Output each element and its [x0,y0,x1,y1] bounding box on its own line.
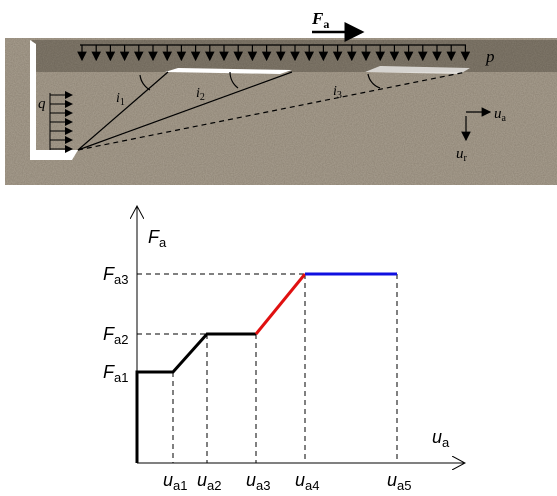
angle-label: i2 [196,86,205,103]
q-label: q [38,96,46,112]
angle-label: i3 [333,84,342,101]
load-label: Fa [311,9,329,31]
slip-lines [77,71,467,151]
gap [165,68,292,74]
x-label: ua1 [163,470,187,493]
p-label: p [485,47,495,66]
gap [365,66,470,74]
ua-label: ua [494,106,507,124]
x-label: ua5 [387,470,411,493]
y-label: Fa2 [103,324,128,347]
x-label: ua3 [246,470,270,493]
load-arrows [77,44,471,62]
x-label: ua4 [295,470,319,493]
angle-arcs [139,71,381,91]
soil-figure: Fa p q i1 i2 i3 ua ur [5,9,557,185]
x-labels: ua1 ua2 ua3 ua4 ua5 [163,470,411,493]
q-arrows [49,91,73,153]
y-label: Fa3 [103,264,128,287]
y-label: Fa1 [103,362,128,385]
curve-red [254,273,307,335]
curve-black [135,332,256,463]
guide-lines [137,273,398,463]
x-axis-label: ua [432,427,450,450]
angle-label: i1 [116,91,125,108]
plot: Fa ua Fa3 Fa2 Fa1 ua1 ua2 ua3 ua4 ua5 [103,206,465,493]
wall-edge [30,40,78,160]
x-label: ua2 [197,470,221,493]
y-axis-label: Fa [148,227,167,250]
ur-label: ur [456,146,468,164]
